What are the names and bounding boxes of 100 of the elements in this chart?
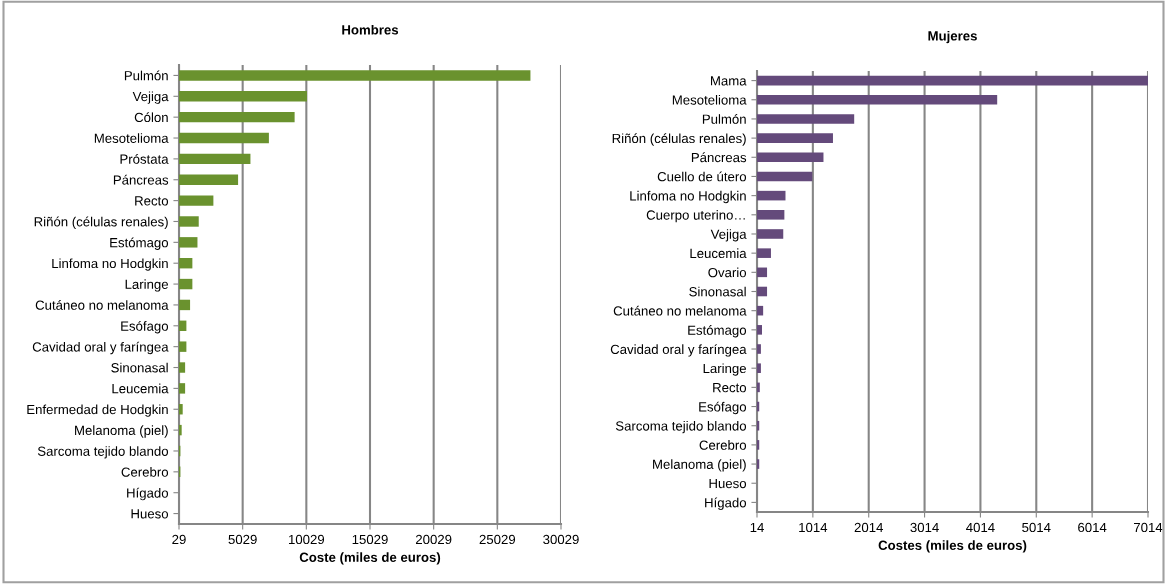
y-tick-label: Cólon — [134, 112, 168, 123]
bar — [757, 190, 786, 201]
x-tick-label: 5029 — [228, 534, 257, 545]
y-tick-label: Pulmón — [702, 114, 746, 124]
bar — [179, 70, 531, 81]
bar — [179, 174, 239, 185]
y-tick-label: Cutáneo no melanoma — [613, 305, 747, 316]
bar — [179, 132, 269, 144]
y-tick-label: Enfermedad de Hodgkin — [27, 404, 168, 417]
y-tick-label: Esófago — [699, 401, 747, 415]
y-tick-label: Cavidad oral y faríngea — [610, 344, 747, 357]
bar — [757, 267, 768, 278]
x-tick-label: 4014 — [966, 522, 995, 533]
y-tick-label: Hígado — [705, 497, 747, 511]
y-tick-label: Laringe — [125, 279, 168, 292]
y-tick-label: Melanoma (piel) — [653, 459, 746, 472]
bar — [179, 111, 295, 123]
bar — [179, 195, 214, 206]
y-tick-label: Sinonasal — [689, 286, 746, 297]
y-tick-label: Laringe — [703, 363, 746, 376]
bar — [179, 341, 187, 352]
bar — [757, 94, 998, 105]
y-tick-label: Estómago — [110, 237, 169, 250]
x-tick-label: 29 — [172, 534, 186, 545]
y-tick-label: Leucemia — [112, 383, 169, 394]
bar — [757, 459, 760, 469]
y-tick-label: Cuello de útero — [657, 171, 747, 182]
y-tick-label: Hueso — [709, 478, 747, 489]
bar — [757, 440, 760, 450]
bar — [757, 171, 813, 182]
y-tick-label: Mesotelioma — [94, 133, 169, 143]
x-tick-label: 10029 — [289, 534, 325, 545]
y-tick-label: Mama — [711, 76, 747, 86]
bar — [757, 114, 855, 124]
bar — [757, 344, 761, 354]
y-tick-label: Ovario — [708, 267, 747, 278]
y-tick-label: Recto — [135, 196, 169, 206]
y-tick-label: Cavidad oral y faríngea — [32, 341, 169, 355]
y-tick-label: Cerebro — [121, 467, 169, 477]
x-tick-label: 30029 — [543, 534, 579, 545]
bar — [179, 383, 186, 394]
bar — [757, 229, 784, 239]
bar — [757, 420, 760, 431]
y-tick-label: Sarcoma tejido blando — [37, 446, 169, 459]
x-tick-label: 2014 — [854, 522, 884, 533]
x-tick-label: 15029 — [352, 534, 388, 545]
bar — [179, 278, 193, 290]
y-tick-label: Leucemia — [690, 248, 747, 259]
chart-title: Mujeres — [928, 30, 977, 44]
y-tick-label: Cerebro — [699, 440, 747, 450]
x-tick-label: 6014 — [1078, 522, 1107, 533]
bar — [757, 133, 833, 143]
bar — [179, 362, 186, 373]
bar — [757, 363, 761, 373]
y-tick-label: Páncreas — [113, 174, 169, 185]
y-tick-label: Hueso — [131, 509, 169, 519]
bar — [179, 320, 187, 332]
x-tick-label: 14 — [750, 522, 764, 532]
y-tick-label: Estómago — [688, 324, 747, 338]
y-tick-label: Sarcoma tejido blando — [615, 420, 747, 434]
bar — [757, 248, 771, 258]
x-tick-label: 1014 — [799, 522, 828, 533]
y-tick-label: Recto — [713, 383, 747, 393]
x-tick-label: 3014 — [910, 522, 939, 533]
y-tick-label: Linfoma no Hodgkin — [630, 190, 746, 204]
y-tick-label: Próstata — [120, 153, 169, 164]
bar — [757, 210, 785, 220]
y-tick-label: Vejiga — [710, 229, 747, 242]
x-tick-label: 7014 — [1134, 522, 1163, 533]
x-tick-label: 25029 — [479, 534, 516, 545]
bar — [179, 257, 193, 269]
bar — [179, 237, 198, 248]
bar — [757, 286, 768, 297]
x-tick-label: 5014 — [1022, 522, 1051, 533]
y-tick-label: Vejiga — [132, 91, 169, 104]
y-tick-label: Riñón (células renales) — [612, 133, 746, 146]
x-axis-title: Costes (miles de euros) — [878, 540, 1027, 553]
bar — [179, 153, 251, 165]
y-tick-label: Cutáneo no melanoma — [35, 300, 169, 310]
bar — [757, 305, 764, 316]
bar — [757, 75, 1148, 86]
y-tick-label: Riñón (células renales) — [34, 216, 168, 230]
bar — [179, 299, 191, 311]
bar — [757, 382, 760, 393]
x-tick-label: 20029 — [415, 534, 452, 545]
bar — [179, 424, 182, 436]
y-tick-label: Sinonasal — [111, 362, 168, 373]
y-tick-label: Hígado — [127, 487, 169, 501]
bar — [179, 404, 183, 415]
x-axis-title: Coste (miles de euros) — [299, 552, 441, 565]
y-tick-label: Linfoma no Hodgkin — [52, 258, 168, 271]
bar — [757, 325, 763, 335]
bar — [757, 152, 824, 163]
y-tick-label: Páncreas — [691, 152, 747, 163]
y-tick-label: Esófago — [121, 320, 169, 334]
chart-title: Hombres — [342, 24, 399, 35]
y-tick-label: Cuerpo uterino… — [646, 210, 745, 223]
bar — [179, 91, 307, 102]
y-tick-label: Pulmón — [124, 70, 168, 81]
bar — [179, 216, 199, 227]
